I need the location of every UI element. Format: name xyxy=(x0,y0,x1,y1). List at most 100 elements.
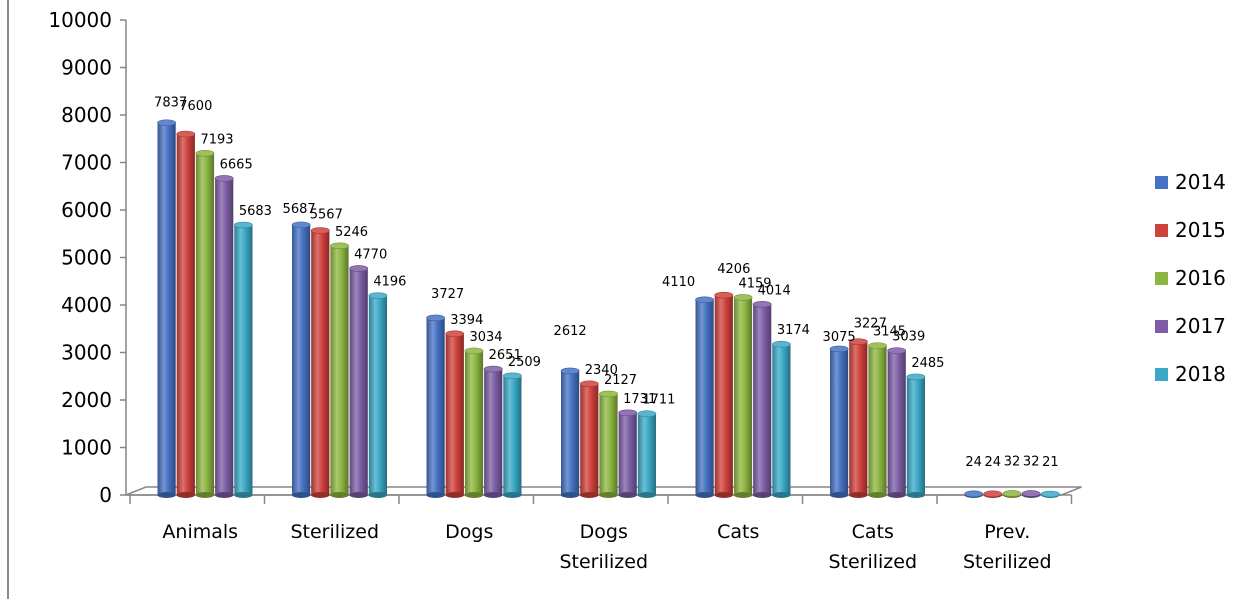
bar xyxy=(887,347,907,498)
legend-label: 2014 xyxy=(1175,170,1226,194)
bar xyxy=(983,490,1003,498)
data-label: 3174 xyxy=(777,323,810,338)
bar xyxy=(868,342,887,498)
data-label: 3394 xyxy=(450,313,483,328)
bar xyxy=(1041,490,1060,498)
x-tick-label: Dogs xyxy=(445,521,493,543)
bar-body xyxy=(330,245,349,495)
bar xyxy=(464,347,484,498)
data-label: 5687 xyxy=(283,202,316,217)
bar-body xyxy=(906,376,925,495)
bar-cap xyxy=(349,265,369,272)
bar-cap xyxy=(637,410,657,418)
y-tick-label: 1000 xyxy=(61,436,112,460)
chart-legend: 2014 2015 2016 2017 2018 xyxy=(1155,170,1226,386)
bar xyxy=(848,338,868,498)
bar-body xyxy=(292,224,311,495)
data-label: 2127 xyxy=(604,373,637,388)
bar xyxy=(368,292,388,498)
bar-cap xyxy=(829,345,849,353)
bar-base xyxy=(772,492,791,498)
bar xyxy=(445,330,465,498)
bar-body xyxy=(195,153,215,495)
bar-base xyxy=(637,492,657,498)
bar-cap xyxy=(1002,490,1022,497)
bar-cap xyxy=(579,380,599,388)
bar xyxy=(233,221,253,498)
bar-cap xyxy=(157,119,177,127)
bar-body xyxy=(157,122,176,496)
x-tick-label: Prev. xyxy=(984,521,1030,543)
bar-body xyxy=(503,375,522,495)
bar xyxy=(330,242,349,498)
data-label: 4770 xyxy=(354,247,387,262)
legend-label: 2015 xyxy=(1175,218,1226,242)
data-label: 3034 xyxy=(469,330,502,345)
bar xyxy=(291,221,311,498)
bar-base xyxy=(906,492,926,498)
bar-base xyxy=(349,492,368,498)
data-label: 2509 xyxy=(508,355,541,370)
bar-base xyxy=(330,492,349,498)
bar-cap xyxy=(848,338,868,346)
bar-base xyxy=(599,492,618,498)
bar-base xyxy=(887,492,906,498)
data-label: 3075 xyxy=(823,330,856,345)
y-tick-label: 8000 xyxy=(61,103,112,127)
bar-cap xyxy=(599,390,618,398)
bar-body xyxy=(733,297,753,495)
bar-body xyxy=(868,345,887,495)
data-label: 5246 xyxy=(335,225,368,240)
bar-body xyxy=(464,350,484,495)
data-label: 4159 xyxy=(738,276,771,291)
bar xyxy=(829,345,849,498)
bar xyxy=(157,119,177,498)
data-label: 3227 xyxy=(854,317,887,332)
bar xyxy=(1002,490,1022,498)
data-label: 7600 xyxy=(179,99,212,114)
data-label: 32 xyxy=(1004,454,1021,469)
y-tick-label: 2000 xyxy=(61,388,112,412)
bar-cap xyxy=(368,292,388,299)
data-label: 7837 xyxy=(154,96,187,111)
bar-body xyxy=(234,225,253,495)
bar-base xyxy=(484,492,503,498)
x-tick-label: Animals xyxy=(162,521,238,543)
data-label: 3039 xyxy=(892,330,925,345)
data-label: 1711 xyxy=(642,393,675,408)
bar-cap xyxy=(752,301,772,308)
bar-cap xyxy=(1041,490,1060,498)
bar-base xyxy=(618,492,637,498)
x-tick-label: Cats xyxy=(852,521,894,543)
bar xyxy=(560,367,580,498)
bar-body xyxy=(215,178,234,495)
y-tick-label: 0 xyxy=(99,483,112,507)
data-label: 24 xyxy=(965,455,982,470)
bar-cap xyxy=(560,367,580,375)
bar-body xyxy=(849,341,868,495)
y-tick-label: 6000 xyxy=(61,198,112,222)
bar-cap xyxy=(195,150,215,157)
bar-body xyxy=(176,134,195,495)
bar-base xyxy=(176,492,195,498)
data-label: 5567 xyxy=(310,208,343,223)
bar-base xyxy=(503,492,522,498)
y-tick-label: 10000 xyxy=(48,8,112,32)
bar-cap xyxy=(964,490,984,498)
bar-base xyxy=(195,492,215,498)
data-label: 7193 xyxy=(200,132,233,147)
data-label: 2651 xyxy=(489,348,522,363)
legend-swatch xyxy=(1155,320,1168,333)
bar-base xyxy=(234,492,253,498)
bar-body xyxy=(772,344,791,495)
bar-cap xyxy=(906,373,926,381)
y-tick-label: 9000 xyxy=(61,56,112,80)
y-tick-label: 5000 xyxy=(61,246,112,270)
bar-body xyxy=(618,412,637,495)
bar-base xyxy=(445,492,464,498)
bar xyxy=(483,365,503,498)
data-label: 24 xyxy=(985,455,1002,470)
